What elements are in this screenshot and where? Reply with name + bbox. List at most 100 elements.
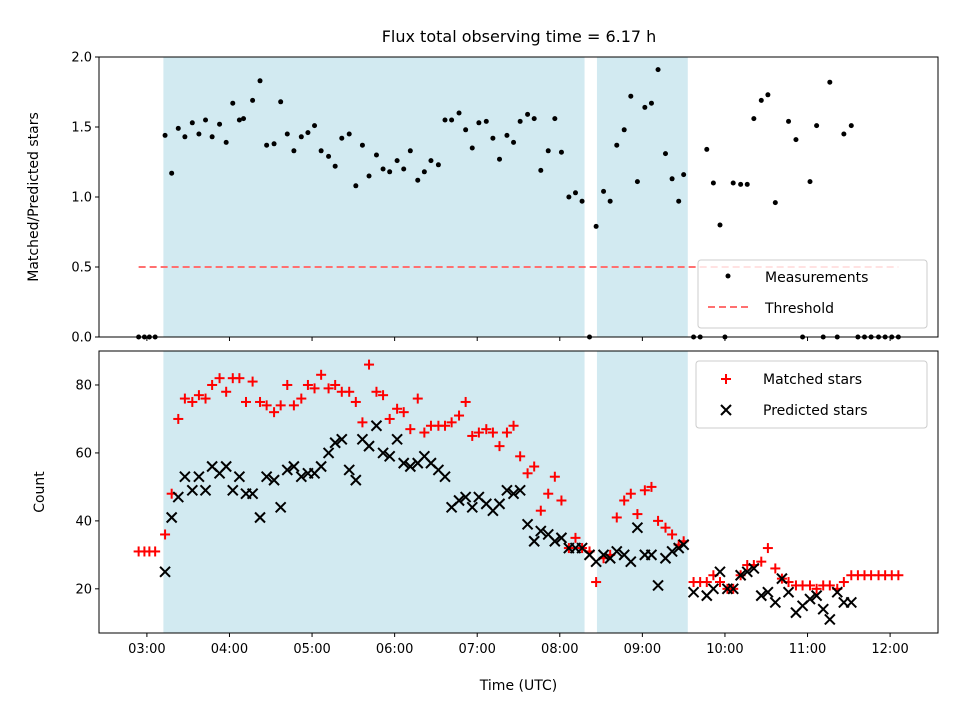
- bottom-panel: 20 40 60 80 03:00 04:00 05:00 06:00 07:00 08:00 0…: [32, 350, 939, 694]
- measurement-point: [765, 92, 771, 98]
- measurement-point: [648, 100, 654, 106]
- predicted-star-point: [625, 555, 637, 568]
- matched-star-point: [515, 451, 526, 462]
- measurement-point: [264, 142, 270, 148]
- predicted-star-point: [555, 532, 568, 544]
- matched-star-point: [494, 441, 505, 452]
- measurement-point: [634, 179, 640, 185]
- measurement-point: [558, 149, 564, 155]
- legend-matched-marker: [721, 374, 731, 384]
- predicted-star-point: [453, 494, 465, 507]
- predicted-star-point: [535, 525, 547, 537]
- matched-star-point: [207, 379, 218, 390]
- matched-star-point: [419, 427, 430, 438]
- matched-star-point: [221, 386, 232, 397]
- measurement-point: [189, 120, 195, 126]
- measurement-point: [827, 79, 833, 85]
- matched-star-point: [762, 543, 773, 554]
- matched-star-point: [543, 488, 554, 499]
- measurement-point: [236, 117, 242, 123]
- predicted-star-point: [193, 471, 205, 483]
- measurement-point: [793, 137, 799, 143]
- bottom-y-axis-label: Count: [32, 471, 48, 513]
- measurement-point: [593, 223, 599, 229]
- predicted-star-point: [260, 471, 273, 483]
- legend-x-glyph: [720, 404, 732, 416]
- measurement-point: [271, 141, 277, 147]
- measurement-point: [717, 222, 723, 228]
- measurement-point: [284, 131, 290, 137]
- matched-star-point: [378, 390, 389, 401]
- measurement-point: [305, 130, 311, 136]
- measurement-point: [628, 93, 634, 99]
- predicted-star-point: [220, 460, 232, 473]
- measurement-point: [814, 123, 820, 129]
- bottom-legend: Matched stars Predicted stars: [695, 360, 928, 429]
- measurement-point: [490, 135, 496, 141]
- matched-star-point: [549, 471, 560, 482]
- bottom-observing-window: [596, 351, 688, 633]
- matched-star-point: [467, 430, 478, 441]
- measurement-point: [162, 132, 168, 138]
- measurement-point: [415, 177, 421, 183]
- predicted-star-point: [350, 474, 362, 486]
- measurement-point: [223, 139, 229, 145]
- matched-star-point: [344, 386, 355, 397]
- predicted-star-point: [363, 440, 375, 452]
- measurement-point: [538, 167, 544, 173]
- matched-star-point: [187, 396, 198, 407]
- matched-star-point: [200, 393, 211, 404]
- measurement-point: [704, 146, 710, 152]
- matched-star-point: [261, 400, 272, 411]
- matched-star-point: [701, 577, 712, 588]
- matched-star-point: [893, 570, 904, 581]
- matched-star-point: [316, 369, 327, 380]
- matched-star-point: [805, 580, 816, 591]
- measurement-point: [250, 97, 256, 103]
- measurement-point: [517, 118, 523, 124]
- measurement-point: [353, 183, 359, 189]
- matched-star-point: [173, 413, 184, 424]
- matched-star-point: [282, 379, 293, 390]
- predicted-star-point: [370, 420, 383, 432]
- top-panel: 0.00.51.01.52.0 Matched/Predicted stars …: [26, 51, 939, 346]
- measurement-point: [175, 125, 181, 131]
- top-y-tick-label: 0.0: [71, 331, 92, 346]
- matched-star-point: [234, 373, 245, 384]
- measurement-point: [196, 131, 202, 137]
- predicted-star-point: [507, 487, 520, 500]
- measurement-point: [442, 117, 448, 123]
- predicted-star-point: [762, 586, 774, 598]
- top-observing-window: [596, 57, 688, 337]
- bottom-y-tick-label: 60: [75, 446, 92, 461]
- measurement-point: [710, 180, 716, 186]
- legend-predicted-label: Predicted stars: [763, 403, 868, 419]
- matched-star-point: [570, 532, 581, 543]
- measurement-point: [476, 120, 482, 126]
- measurement-point: [607, 198, 613, 204]
- predicted-star-point: [845, 596, 857, 609]
- predicted-star-point: [611, 545, 623, 558]
- predicted-star-point: [391, 433, 403, 446]
- predicted-star-point: [528, 535, 540, 547]
- measurement-point: [807, 179, 813, 185]
- measurement-point: [401, 166, 407, 172]
- predicted-star-point: [521, 518, 534, 530]
- measurement-point: [469, 145, 475, 151]
- matched-star-point: [214, 373, 225, 384]
- measurement-point: [318, 148, 324, 154]
- x-tick-label: 09:00: [624, 642, 661, 657]
- measurement-point: [182, 134, 188, 140]
- matched-star-point: [501, 427, 512, 438]
- measurement-point: [601, 188, 607, 194]
- measurement-point: [278, 99, 284, 105]
- measurement-point: [786, 118, 792, 124]
- measurement-point: [552, 116, 558, 122]
- predicted-star-point: [439, 471, 451, 483]
- predicted-star-point: [254, 511, 266, 524]
- measurement-point: [848, 123, 854, 129]
- measurement-point: [730, 180, 736, 186]
- matched-star-point: [364, 359, 375, 370]
- predicted-star-point: [199, 484, 212, 497]
- legend-predicted-marker: [720, 404, 732, 416]
